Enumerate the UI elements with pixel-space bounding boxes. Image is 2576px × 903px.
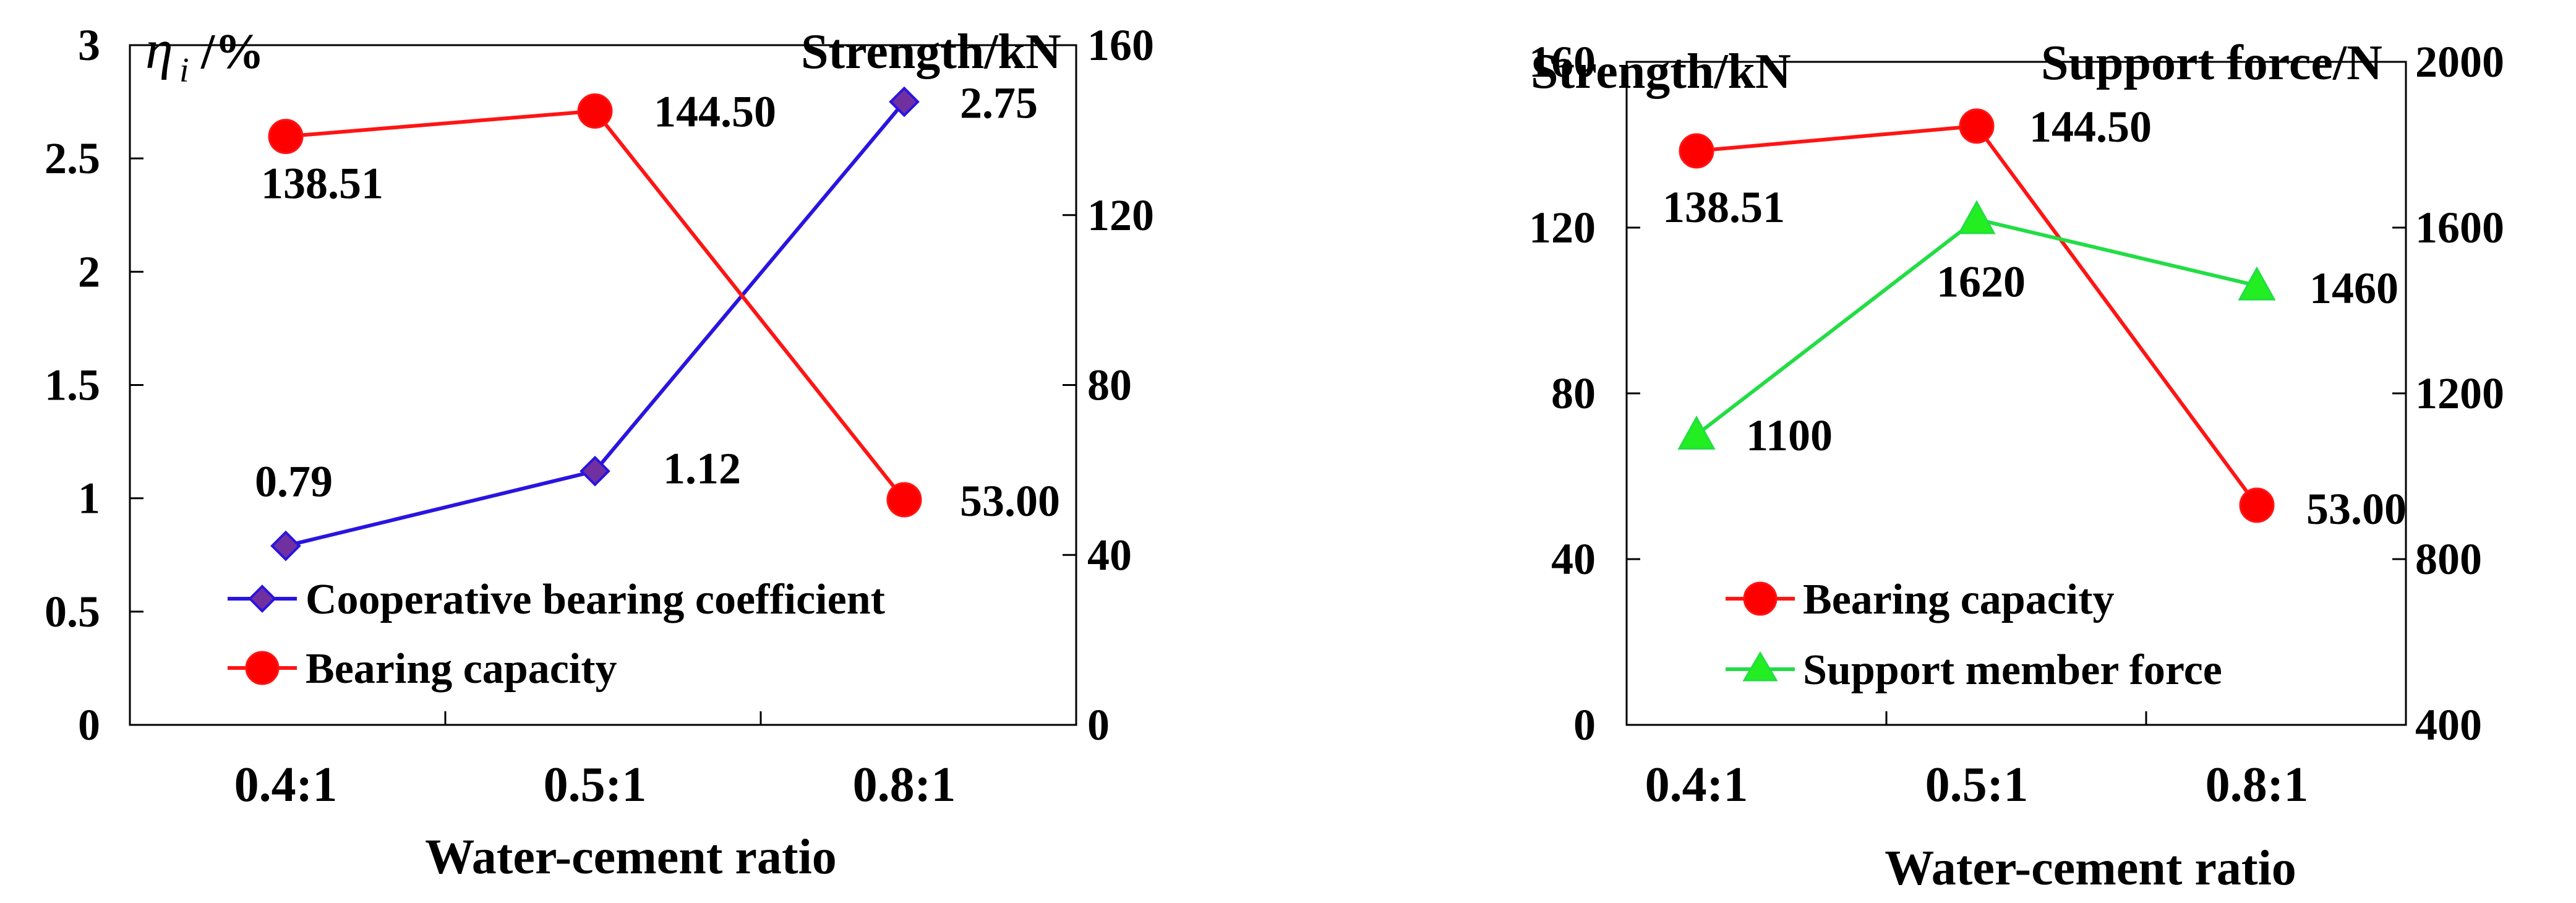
c2-series-1-point <box>1677 415 1716 450</box>
c1-series-0-point <box>580 455 610 487</box>
c2-series-line-1 <box>1695 217 2257 437</box>
chart-1: η i /% Strength/kN Water-cement ratio 00… <box>45 19 1154 884</box>
c2-series-1-data-label: 1620 <box>1936 257 2026 307</box>
c1-legend-label-coefficient: Cooperative bearing coefficient <box>306 576 885 623</box>
c1-legend-marker-circle <box>245 651 280 685</box>
c1-axes <box>129 44 1077 726</box>
c2-series-0-point <box>1959 108 1995 144</box>
c1-right-tick-label: 80 <box>1087 361 1132 410</box>
c1-right-tick-label: 160 <box>1087 20 1154 70</box>
c1-series-0-point <box>889 86 920 118</box>
c1-legend-label-capacity: Bearing capacity <box>306 645 617 693</box>
c1-right-tick-label: 120 <box>1087 190 1154 240</box>
c2-plot-frame <box>1625 61 2407 726</box>
c1-series-0-data-label: 2.75 <box>960 79 1038 128</box>
c2-series-1-point <box>1958 200 1996 234</box>
c1-legend: Cooperative bearing coefficient Bearing … <box>228 576 885 693</box>
c1-series-1-point <box>886 482 922 518</box>
chart-2: Strength/kN Support force/N Water-cement… <box>1529 36 2504 896</box>
c2-series-1-point <box>2238 266 2276 301</box>
c1-left-tick-label: 0.5 <box>45 587 100 636</box>
c1-legend-marker-diamond <box>248 584 276 613</box>
c1-series-1-point <box>577 93 613 129</box>
c2-legend-item-support: Support member force <box>1726 646 2222 694</box>
c2-legend: Bearing capacity Support member force <box>1726 576 2222 694</box>
c1-x-tick-label: 0.4:1 <box>234 758 338 812</box>
c2-axes <box>1625 61 2407 726</box>
c2-legend-label-capacity: Bearing capacity <box>1803 576 2115 623</box>
c2-right-tick-label: 2000 <box>2415 37 2504 87</box>
c1-x-tick-label: 0.8:1 <box>853 758 956 812</box>
c1-series <box>268 86 922 562</box>
c1-series-0-point <box>270 530 301 562</box>
c2-series-1-data-label: 1460 <box>2309 263 2398 313</box>
c2-series-0-data-label: 144.50 <box>2029 102 2152 152</box>
c1-series-1-data-label: 138.51 <box>261 159 383 208</box>
c1-series-0-data-label: 0.79 <box>255 457 333 507</box>
c2-right-tick-label: 1600 <box>2415 203 2504 252</box>
c1-legend-item-coefficient: Cooperative bearing coefficient <box>228 576 885 623</box>
c2-series-0-point <box>1679 133 1714 169</box>
c1-legend-item-capacity: Bearing capacity <box>228 645 617 693</box>
c1-series-1-data-label: 144.50 <box>654 87 776 136</box>
c2-data-labels: 138.51 144.50 53.00 1100 1620 1460 <box>1662 102 2407 534</box>
c2-series-1-data-label: 1100 <box>1746 411 1833 460</box>
c2-x-axis-title: Water-cement ratio <box>1885 841 2296 896</box>
c1-left-axis-unit: /% <box>200 25 264 79</box>
c1-data-labels: 0.79 1.12 2.75 138.51 144.50 53.00 <box>255 79 1060 526</box>
c2-x-tick-label: 0.5:1 <box>1925 758 2029 812</box>
c2-tick-labels: 0 40 80 120 160 400 800 1200 1600 2000 0.4:1 0.5:1 0… <box>1529 37 2504 812</box>
c2-right-tick-label: 400 <box>2415 700 2482 750</box>
c2-x-tick-label: 0.4:1 <box>1645 758 1748 812</box>
c1-left-tick-label: 2 <box>78 247 100 296</box>
c2-left-tick-label: 80 <box>1551 369 1596 418</box>
c2-legend-item-capacity: Bearing capacity <box>1726 576 2115 623</box>
c2-legend-marker-triangle <box>1742 651 1778 682</box>
c2-right-axis-title: Support force/N <box>2041 36 2382 90</box>
c1-right-tick-label: 40 <box>1087 530 1132 580</box>
c1-left-tick-label: 2.5 <box>45 134 100 183</box>
c2-x-tick-label: 0.8:1 <box>2206 758 2309 812</box>
c1-series-1-data-label: 53.00 <box>960 476 1060 526</box>
c1-x-tick-label: 0.5:1 <box>544 758 647 812</box>
c2-left-tick-label: 0 <box>1573 700 1596 750</box>
c2-right-tick-label: 800 <box>2415 534 2482 584</box>
c1-left-tick-label: 1.5 <box>45 361 100 410</box>
c2-left-tick-label: 160 <box>1529 37 1596 87</box>
c2-legend-label-support: Support member force <box>1803 646 2222 694</box>
c1-series-0-data-label: 1.12 <box>663 444 741 494</box>
c2-series <box>1677 108 2276 523</box>
c1-eta-subscript: i <box>179 51 189 90</box>
c1-x-axis-title: Water-cement ratio <box>425 830 837 884</box>
c1-left-tick-label: 1 <box>78 474 100 523</box>
c1-left-axis-title: η i /% <box>145 19 264 90</box>
c2-left-axis-title: Strength/kN <box>1531 45 1791 99</box>
c2-left-tick-label: 40 <box>1551 534 1596 584</box>
c2-series-0-point <box>2239 487 2275 523</box>
c1-right-tick-label: 0 <box>1087 700 1110 750</box>
c1-tick-labels: 0 0.5 1 1.5 2 2.5 3 0 40 80 120 160 0.4:1 0.5:1 0.8:1 <box>45 20 1154 812</box>
c2-left-tick-label: 120 <box>1529 203 1596 252</box>
c2-series-0-data-label: 53.00 <box>2306 484 2407 534</box>
c1-eta-symbol: η <box>145 19 173 80</box>
c2-series-0-data-label: 138.51 <box>1662 182 1785 232</box>
c2-legend-marker-circle <box>1743 581 1778 616</box>
c1-series-1-point <box>268 119 304 155</box>
c1-left-tick-label: 0 <box>78 700 100 750</box>
c1-left-tick-label: 3 <box>78 20 100 70</box>
c2-right-tick-label: 1200 <box>2415 369 2504 418</box>
c1-right-axis-title: Strength/kN <box>801 25 1061 79</box>
